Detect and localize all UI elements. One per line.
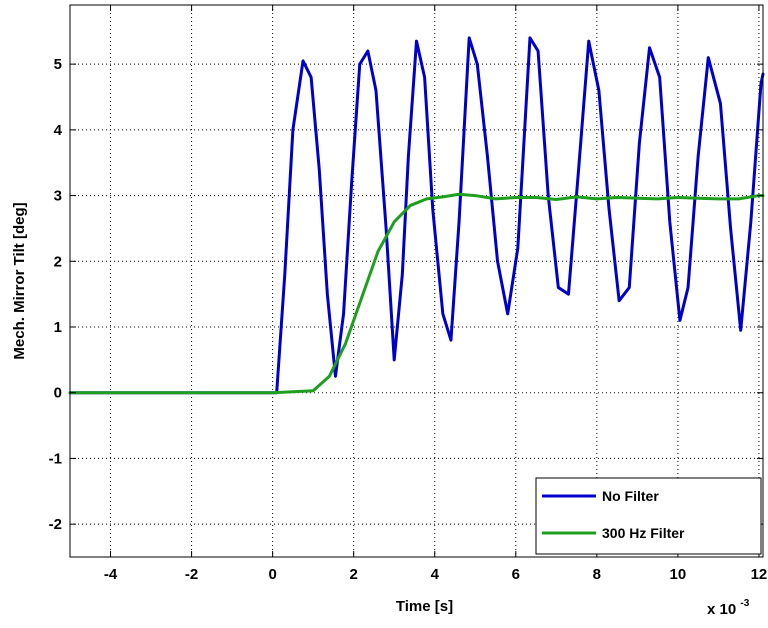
series-line-0	[68, 36, 765, 395]
x-tick-label: -2	[185, 566, 198, 583]
x-multiplier-exponent: -3	[740, 598, 749, 609]
x-multiplier-label: x 10 -3	[707, 598, 750, 618]
series-line-1	[68, 192, 765, 395]
legend-entry-300hz-filter: 300 Hz Filter	[602, 525, 685, 541]
legend-box	[535, 477, 762, 555]
y-tick-label: 3	[54, 188, 62, 205]
y-tick-label: 4	[54, 122, 63, 139]
y-tick-label: -1	[49, 450, 62, 467]
x-tick-label: 2	[350, 566, 358, 583]
x-tick-label: -4	[104, 566, 118, 583]
plot-frame	[69, 4, 764, 558]
x-tick-label: 4	[431, 566, 440, 583]
y-tick-label: -2	[49, 516, 62, 533]
x-tick-label: 8	[593, 566, 601, 583]
ticks	[70, 5, 763, 557]
y-tick-label: 0	[54, 385, 62, 402]
x-tick-label: 6	[512, 566, 520, 583]
x-multiplier-base: x 10	[707, 601, 736, 618]
x-tick-label: 0	[268, 566, 276, 583]
x-axis-label: Time [s]	[396, 598, 453, 615]
legend: No Filter 300 Hz Filter	[535, 477, 762, 555]
y-tick-label: 2	[54, 253, 62, 270]
x-tick-label: 10	[670, 566, 687, 583]
legend-entry-no-filter: No Filter	[602, 488, 659, 504]
x-tick-label: 12	[751, 566, 768, 583]
y-axis-label: Mech. Mirror Tilt [deg]	[11, 202, 28, 359]
y-tick-label: 5	[54, 56, 62, 73]
series-layer	[68, 36, 765, 395]
y-tick-label: 1	[54, 319, 62, 336]
